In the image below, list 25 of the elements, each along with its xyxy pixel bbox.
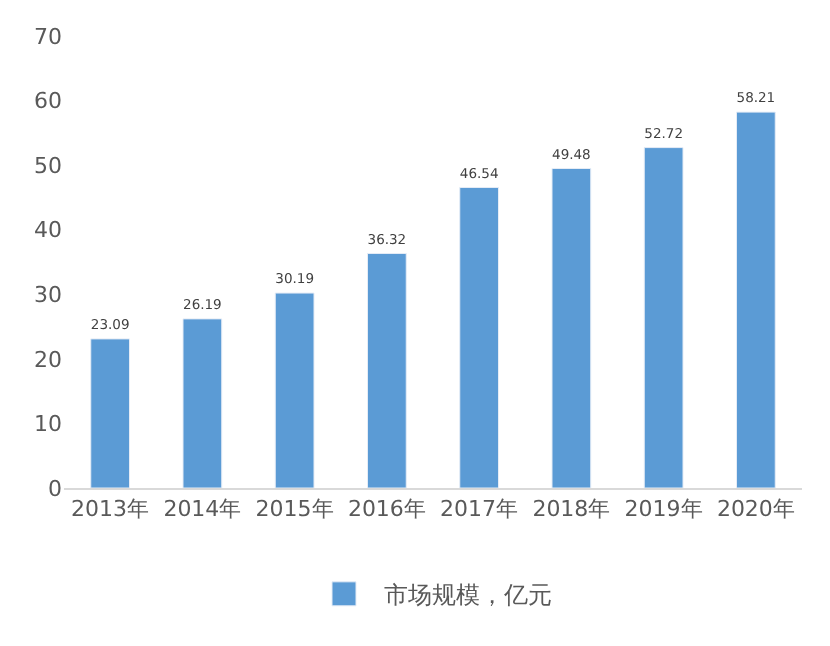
x-tick-label: 2013年 bbox=[71, 496, 150, 523]
x-tick-label: 2018年 bbox=[532, 496, 611, 523]
legend-label: 市场规模，亿元 bbox=[384, 581, 552, 610]
y-tick-label: 0 bbox=[48, 475, 62, 502]
y-tick-label: 50 bbox=[34, 152, 62, 179]
y-tick-label: 40 bbox=[34, 217, 62, 244]
bar bbox=[551, 168, 592, 488]
x-tick-label: 2020年 bbox=[716, 496, 795, 523]
bar bbox=[274, 292, 315, 488]
bar bbox=[182, 318, 223, 488]
y-tick-label: 70 bbox=[34, 23, 62, 50]
bar bbox=[459, 186, 499, 488]
bar bbox=[90, 338, 130, 488]
y-tick-label: 60 bbox=[34, 88, 62, 115]
bar bbox=[367, 252, 407, 488]
y-tick-label: 10 bbox=[34, 411, 62, 438]
y-tick-label: 20 bbox=[34, 346, 62, 373]
bar bbox=[643, 147, 684, 488]
x-tick-label: 2017年 bbox=[440, 496, 519, 523]
x-tick-label: 2014年 bbox=[163, 496, 242, 523]
bar bbox=[736, 111, 776, 488]
x-tick-label: 2019年 bbox=[624, 496, 703, 523]
y-tick-label: 30 bbox=[34, 281, 62, 308]
x-tick-label: 2016年 bbox=[347, 496, 426, 523]
x-tick-label: 2015年 bbox=[255, 496, 334, 523]
